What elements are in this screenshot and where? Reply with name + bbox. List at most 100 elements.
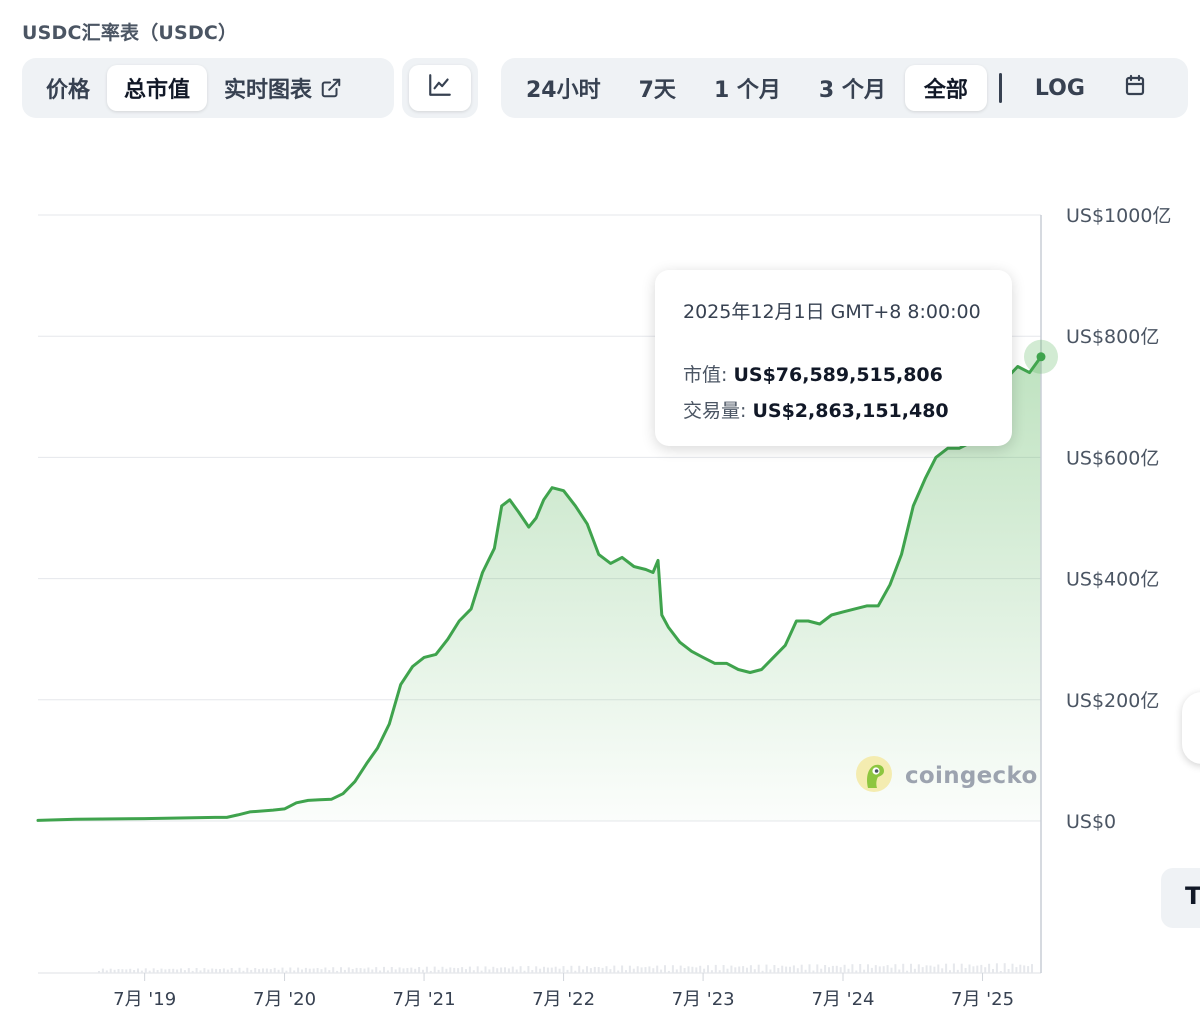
volume-bar xyxy=(675,969,678,973)
volume-bar xyxy=(753,969,756,973)
line-chart-button[interactable] xyxy=(409,65,471,111)
volume-bar xyxy=(351,969,354,973)
volume-bar xyxy=(945,963,948,973)
tab-price[interactable]: 价格 xyxy=(46,78,91,103)
volume-bar xyxy=(320,969,323,973)
volume-bar xyxy=(156,970,159,973)
volume-bar xyxy=(949,970,951,973)
volume-bar xyxy=(152,968,155,973)
volume-bar xyxy=(769,969,772,973)
volume-bar xyxy=(785,966,788,973)
volume-bar xyxy=(238,967,241,973)
volume-bar xyxy=(281,967,284,973)
volume-bar xyxy=(800,964,803,973)
volume-bar xyxy=(831,965,834,973)
market-cap-chart[interactable]: US$1000亿 US$800亿 US$600亿 US$400亿 US$200亿 US$0… xyxy=(0,120,1200,1026)
volume-bar xyxy=(956,969,959,973)
volume-bar xyxy=(543,966,545,973)
volume-bar xyxy=(140,970,143,973)
volume-bar xyxy=(734,967,737,973)
volume-bar xyxy=(859,964,862,973)
volume-bar xyxy=(632,968,635,973)
volume-bar xyxy=(414,968,417,973)
volume-bar xyxy=(648,966,651,973)
volume-bar xyxy=(180,968,182,973)
volume-bar xyxy=(433,966,436,973)
tooltip-volume-label: 交易量: xyxy=(683,400,747,422)
volume-bar xyxy=(273,967,276,973)
range-3m[interactable]: 3 个月 xyxy=(818,78,886,103)
tooltip-volume: 交易量: US$2,863,151,480 xyxy=(683,396,1012,423)
volume-bar xyxy=(687,966,690,973)
range-1m[interactable]: 1 个月 xyxy=(713,78,781,103)
volume-bar xyxy=(480,970,483,973)
volume-bar xyxy=(644,967,647,973)
volume-bar xyxy=(570,965,573,973)
volume-bar xyxy=(640,967,643,973)
volume-bar xyxy=(796,968,799,973)
volume-bar xyxy=(917,964,920,973)
volume-bar xyxy=(468,966,471,973)
volume-bar xyxy=(820,968,823,973)
volume-bar xyxy=(258,969,261,973)
volume-bar xyxy=(262,968,264,973)
volume-bar xyxy=(363,968,366,973)
volume-bar xyxy=(605,966,608,973)
volume-bar xyxy=(773,965,776,973)
volume-bar xyxy=(699,965,702,973)
volume-bar xyxy=(515,969,518,973)
volume-bar xyxy=(890,967,893,973)
market-cap-line xyxy=(36,355,1043,822)
x-tick-label: 7月 '25 xyxy=(951,989,1014,1010)
volume-bar xyxy=(265,968,268,973)
volume-bar xyxy=(535,966,538,973)
volume-bar xyxy=(789,966,791,973)
volume-bar xyxy=(191,970,194,973)
volume-bar xyxy=(187,968,190,973)
volume-bar xyxy=(929,965,932,973)
volume-bar xyxy=(422,969,424,973)
volume-bar xyxy=(105,970,108,973)
volume-bar xyxy=(847,968,850,973)
volume-bar xyxy=(340,967,342,973)
floating-widget[interactable] xyxy=(1182,692,1200,764)
volume-bar xyxy=(425,966,428,973)
y-tick-label: US$0 xyxy=(1066,811,1116,833)
chart-tooltip: 2025年12月1日 GMT+8 8:00:00 市值: US$76,589,5… xyxy=(655,270,1012,446)
range-7d[interactable]: 7天 xyxy=(638,78,676,103)
volume-bar xyxy=(574,970,577,973)
volume-bar xyxy=(234,970,237,973)
volume-bar xyxy=(824,965,827,973)
tab-live-chart[interactable]: 实时图表 xyxy=(207,65,359,111)
calendar-button[interactable] xyxy=(1104,65,1166,111)
volume-bar xyxy=(671,965,674,973)
volume-bar xyxy=(995,963,998,973)
volume-bar xyxy=(910,963,912,973)
volume-bar xyxy=(406,968,409,973)
volume-bar xyxy=(601,967,604,973)
volume-bar xyxy=(578,965,581,973)
log-scale-toggle[interactable]: LOG xyxy=(1034,75,1085,101)
tab-market-cap[interactable]: 总市值 xyxy=(107,65,208,111)
external-link-icon xyxy=(320,77,342,99)
volume-bar xyxy=(718,970,721,973)
volume-bar xyxy=(886,965,889,973)
view-tabs: 价格 总市值 实时图表 xyxy=(22,58,394,118)
volume-bar xyxy=(168,968,171,973)
volume-bar xyxy=(726,968,729,973)
volume-bar xyxy=(695,967,698,973)
volume-bar xyxy=(625,970,627,973)
tooltip-market-cap-value: US$76,589,515,806 xyxy=(733,364,943,386)
volume-bar xyxy=(531,970,534,973)
volume-bar xyxy=(527,966,530,973)
range-24h[interactable]: 24小时 xyxy=(526,78,601,103)
volume-bar xyxy=(593,966,596,973)
volume-bar xyxy=(808,964,811,973)
volume-bar xyxy=(312,968,315,973)
volume-bar xyxy=(878,966,881,973)
volume-bar xyxy=(160,968,163,973)
edge-button[interactable]: T xyxy=(1161,868,1200,928)
range-all[interactable]: 全部 xyxy=(904,65,987,111)
time-range-tabs: 24小时 7天 1 个月 3 个月 全部 LOG xyxy=(501,58,1188,118)
volume-bar xyxy=(250,969,253,973)
